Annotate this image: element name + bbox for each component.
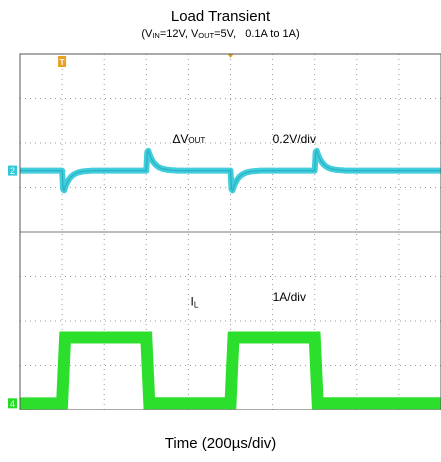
channel-2-label: 2	[10, 166, 15, 176]
series-line-voltage-core	[20, 149, 441, 192]
trigger-marker-label: T	[60, 58, 65, 67]
subtitle-part-2: =12V, V	[159, 28, 199, 40]
series-label-current: IL	[191, 294, 199, 309]
series-line-current	[19, 331, 441, 410]
subtitle-sub-vout: OUT	[198, 31, 215, 40]
horizontal-position-marker	[227, 54, 234, 58]
channel-4-marker	[8, 398, 17, 409]
subtitle-part-3: =5V, 0.1A to 1A)	[214, 28, 300, 40]
chart-title: Load Transient	[170, 8, 271, 25]
trace-labels: ΔVOUT 0.2V/div IL 1A/div	[172, 132, 316, 309]
plot-traces	[18, 147, 441, 410]
series-scale-voltage: 0.2V/div	[273, 132, 316, 146]
oscilloscope-plot: 2 4 T ΔVOUT 0.2V/div IL 1A/div	[8, 53, 441, 410]
plot-border	[19, 53, 441, 410]
trigger-marker	[58, 56, 67, 67]
channel-4-label: 4	[10, 399, 15, 409]
series-label-voltage: ΔVOUT	[172, 132, 205, 146]
x-axis-label: Time (200µs/div)	[164, 435, 277, 452]
channel-markers: 2 4 T	[8, 54, 234, 409]
chart-subtitle: (VIN=12V, VOUT=5V, 0.1A to 1A)	[0, 28, 441, 40]
channel-2-marker	[8, 165, 17, 176]
subtitle-part-1: (V	[141, 28, 153, 40]
series-scale-current: 1A/div	[273, 290, 306, 304]
subtitle-sub-vin: IN	[152, 31, 160, 40]
